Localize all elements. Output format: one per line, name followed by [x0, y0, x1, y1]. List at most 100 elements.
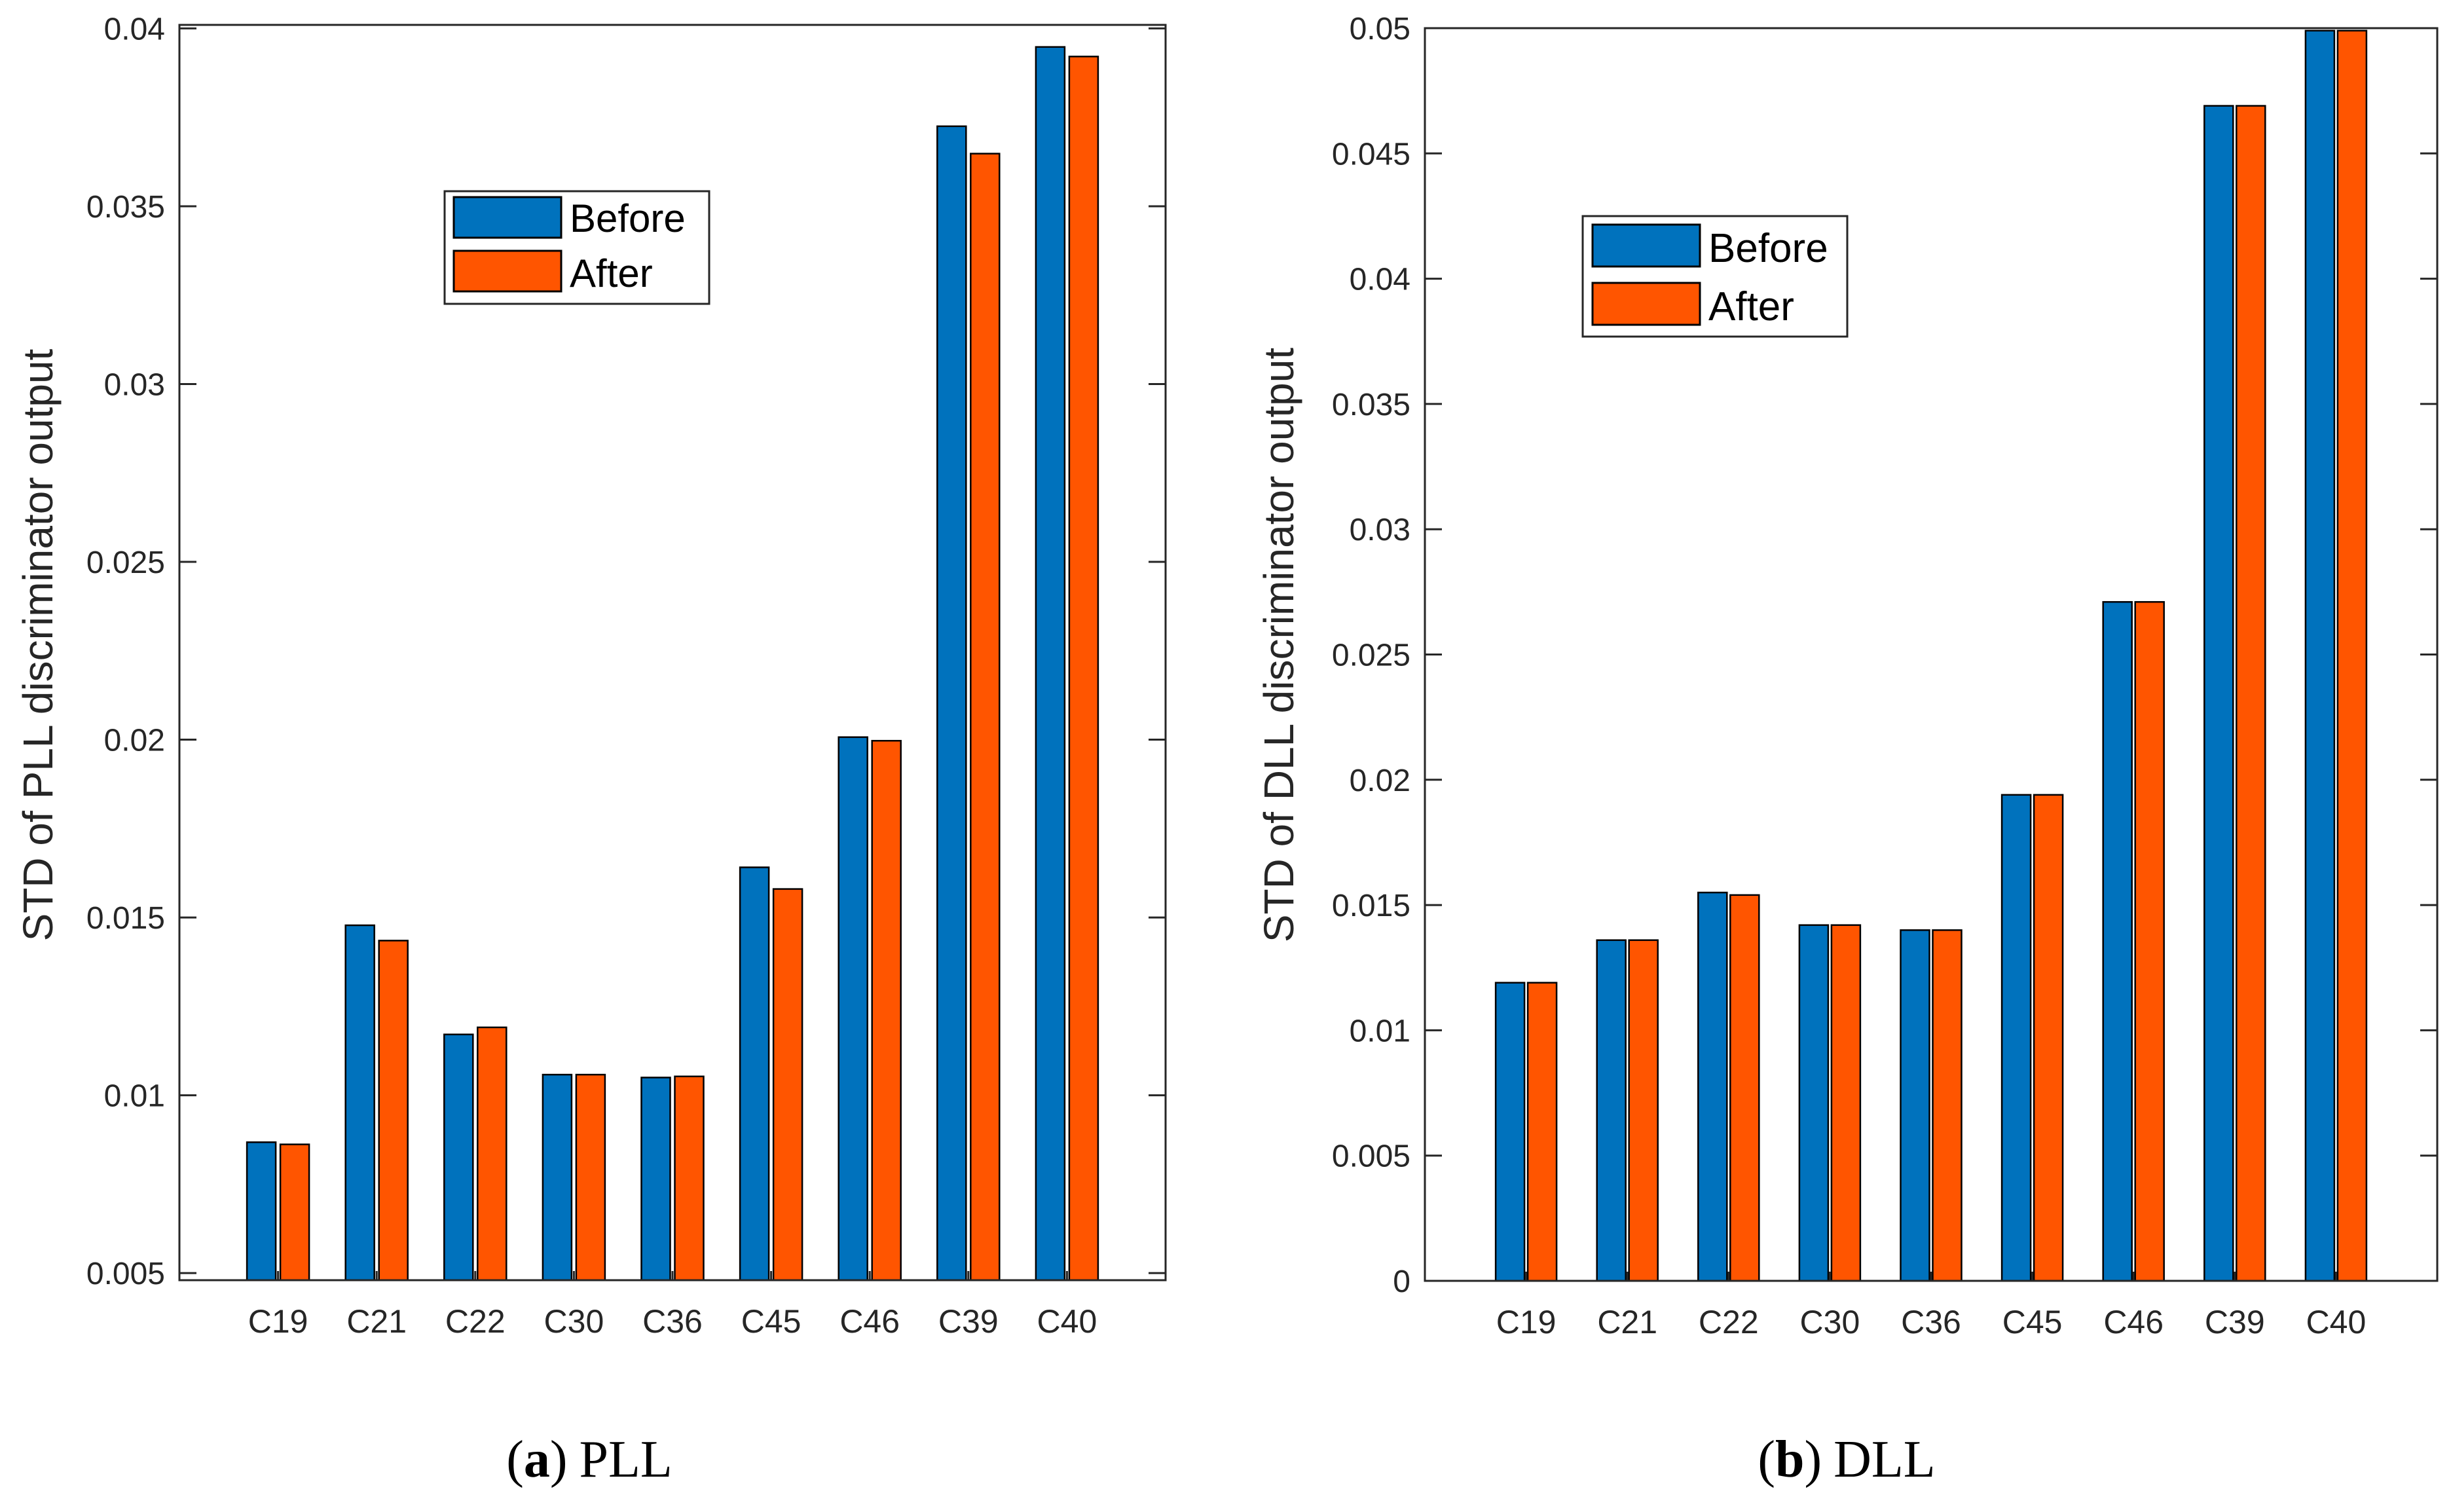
bar-after-c46: [871, 739, 902, 1282]
bar-before-c40: [1035, 46, 1066, 1282]
x-tick-label-c36: C36: [1901, 1304, 1961, 1340]
y-tick-label: 0.03: [1350, 513, 1410, 547]
y-tick-label: 0.015: [1332, 889, 1410, 923]
panel-letter: a: [524, 1431, 550, 1488]
x-tick-label-c30: C30: [544, 1303, 604, 1340]
x-tick-label-c21: C21: [346, 1303, 407, 1340]
bar-after-c21: [378, 940, 409, 1282]
x-tick-label-c39: C39: [2205, 1304, 2265, 1340]
legend-swatch-before: [452, 196, 562, 239]
y-tick-label: 0.02: [104, 724, 165, 758]
bar-before-c36: [640, 1077, 671, 1282]
y-tick-label: 0.03: [104, 367, 165, 402]
bar-before-c19: [246, 1141, 277, 1282]
bar-after-c45: [2033, 794, 2064, 1282]
bar-after-c39: [2236, 105, 2266, 1282]
y-tick-label: 0.04: [104, 12, 165, 46]
x-tick-labels: C19 C21 C22 C30 C36 C45 C46 C39 C40: [248, 1303, 1097, 1340]
y-tick-label: 0: [1393, 1264, 1410, 1299]
x-tick-label-c46: C46: [2103, 1304, 2164, 1340]
plot-area: [1425, 28, 2437, 1281]
legend-label-before: Before: [1708, 226, 1828, 271]
y-tick-label: 0.035: [1332, 388, 1410, 422]
x-tick-label-c46: C46: [839, 1303, 900, 1340]
legend-label-after: After: [570, 251, 653, 295]
y-tick-label: 0.01: [104, 1079, 165, 1114]
y-tick-label: 0.025: [86, 545, 165, 580]
legend-swatch-after: [452, 249, 562, 293]
axis-ticks: [179, 27, 1166, 1280]
legend-label-before: Before: [570, 196, 686, 240]
legend-swatch-before: [1591, 223, 1701, 268]
bar-before-c22: [1697, 891, 1728, 1282]
bar-before-c21: [344, 924, 375, 1282]
bar-after-c21: [1628, 939, 1659, 1282]
bar-before-c19: [1494, 982, 1526, 1282]
legend: Before After: [443, 190, 710, 305]
y-tick-label: 0.01: [1350, 1014, 1410, 1048]
x-tick-label-c45: C45: [2002, 1304, 2063, 1340]
bar-after-c19: [279, 1143, 310, 1282]
x-tick-label-c40: C40: [2306, 1304, 2367, 1340]
x-tick-label-c22: C22: [445, 1303, 506, 1340]
panel-letter: b: [1775, 1431, 1805, 1488]
y-tick-label: 0.015: [86, 901, 165, 936]
x-tick-label-c22: C22: [1699, 1304, 1759, 1340]
x-tick-label-c40: C40: [1037, 1303, 1097, 1340]
bar-after-c39: [970, 153, 1001, 1282]
bar-before-c45: [739, 866, 770, 1282]
x-tick-label-c21: C21: [1597, 1304, 1657, 1340]
y-tick-label: 0.035: [86, 190, 165, 225]
x-tick-labels: C19 C21 C22 C30 C36 C45 C46 C39 C40: [1496, 1304, 2367, 1340]
x-tick-label-c30: C30: [1800, 1304, 1860, 1340]
bar-before-c45: [2000, 794, 2032, 1282]
bar-before-c22: [443, 1033, 474, 1282]
panel-caption-text: PLL: [580, 1431, 673, 1488]
legend-swatch-after: [1591, 282, 1701, 326]
bar-group: [1494, 29, 2368, 1282]
chart-panel-pll: 0.005 0.01 0.015 0.02 0.025 0.03 0.035 0.04 C19…: [14, 12, 1167, 1488]
y-tick-label: 0.045: [1332, 137, 1410, 172]
y-axis-label: STD of DLL discriminator output: [1255, 348, 1302, 942]
bar-before-c36: [1900, 929, 1930, 1282]
panel-caption: (a) PLL: [506, 1431, 673, 1488]
bar-before-c21: [1596, 939, 1627, 1282]
legend: Before After: [1581, 215, 1849, 338]
bar-after-c46: [2134, 600, 2165, 1282]
bar-before-c39: [2203, 105, 2234, 1282]
x-tick-label-c19: C19: [248, 1303, 308, 1340]
bar-after-c36: [674, 1075, 705, 1282]
y-tick-label: 0.02: [1350, 764, 1410, 798]
bar-after-c22: [477, 1026, 507, 1282]
y-tick-label: 0.025: [1332, 638, 1410, 673]
bar-after-c30: [575, 1073, 606, 1282]
bar-after-c40: [2336, 29, 2368, 1282]
axes-box: [178, 24, 1167, 1282]
x-tick-label-c36: C36: [642, 1303, 703, 1340]
legend-label-after: After: [1708, 284, 1794, 329]
bar-before-c46: [838, 736, 868, 1282]
bar-after-c22: [1729, 894, 1760, 1282]
panel-caption: (b) DLL: [1758, 1431, 1935, 1488]
x-tick-label-c45: C45: [741, 1303, 802, 1340]
bar-after-c40: [1068, 56, 1099, 1282]
y-tick-labels: 0 0.005 0.01 0.015 0.02 0.025 0.03 0.035 0.04 0.0…: [1332, 12, 1410, 1299]
y-tick-label: 0.005: [86, 1257, 165, 1291]
bar-before-c30: [1798, 924, 1830, 1282]
bar-after-c45: [772, 888, 803, 1282]
y-tick-label: 0.05: [1350, 12, 1410, 46]
chart-panel-dll: 0 0.005 0.01 0.015 0.02 0.025 0.03 0.035 0.04 0.0…: [1255, 12, 2439, 1488]
bar-before-c39: [936, 125, 967, 1282]
axes-box: [1424, 27, 2439, 1282]
x-tick-label-c19: C19: [1496, 1304, 1557, 1340]
bar-before-c40: [2304, 29, 2336, 1282]
bar-after-c19: [1526, 982, 1558, 1282]
bar-after-c36: [1932, 929, 1963, 1282]
y-tick-label: 0.04: [1350, 263, 1410, 297]
x-tick-label-c39: C39: [938, 1303, 999, 1340]
y-tick-labels: 0.005 0.01 0.015 0.02 0.025 0.03 0.035 0.04: [86, 12, 165, 1291]
bar-after-c30: [1830, 924, 1862, 1282]
y-tick-label: 0.005: [1332, 1139, 1410, 1174]
bar-before-c30: [542, 1073, 573, 1282]
